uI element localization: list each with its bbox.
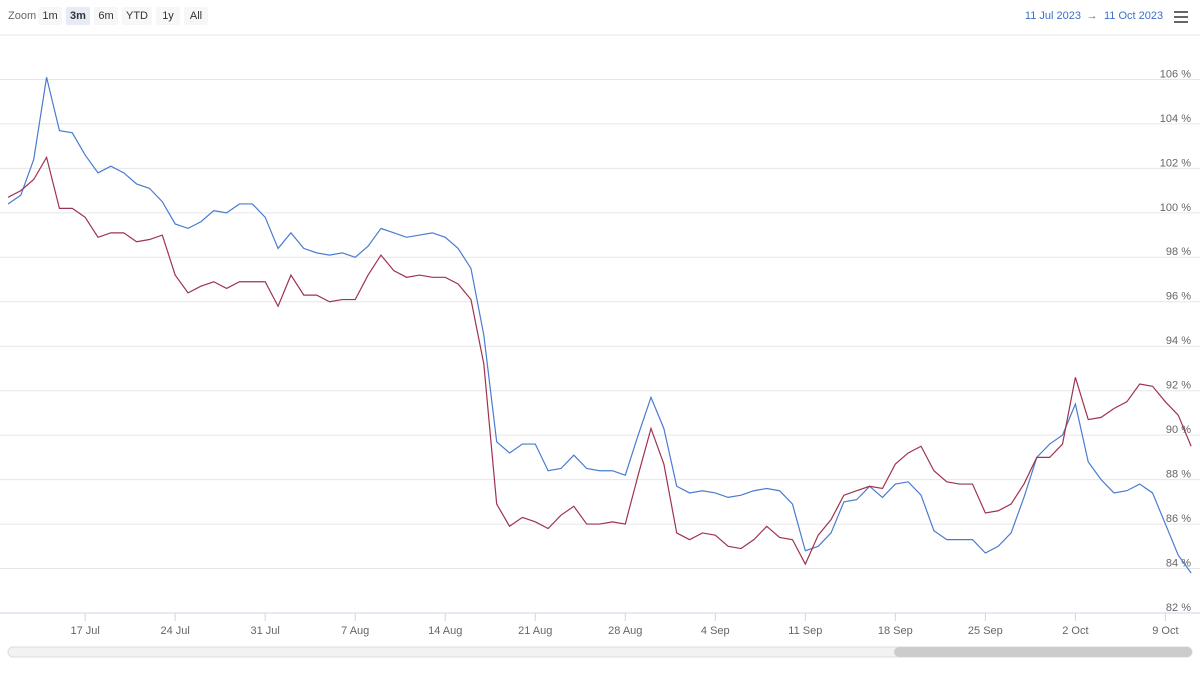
x-tick-label: 7 Aug (341, 625, 369, 637)
y-tick-label: 94 % (1166, 335, 1191, 347)
y-tick-label: 102 % (1160, 157, 1191, 169)
range-button-label[interactable]: 1y (162, 10, 174, 22)
x-tick-label: 2 Oct (1062, 625, 1088, 637)
range-to[interactable]: 11 Oct 2023 (1104, 10, 1163, 22)
menu-bar (1174, 21, 1188, 23)
range-button[interactable] (156, 7, 180, 25)
x-tick-label: 18 Sep (878, 625, 913, 637)
scrollbar-thumb[interactable] (894, 647, 1192, 657)
menu-bar (1174, 16, 1188, 18)
range-arrow: → (1087, 10, 1098, 22)
range-button-label[interactable]: 3m (70, 10, 86, 22)
x-tick-label: 31 Jul (251, 625, 280, 637)
x-tick-label: 11 Sep (788, 625, 822, 637)
y-tick-label: 106 % (1160, 68, 1191, 80)
range-from[interactable]: 11 Jul 2023 (1025, 10, 1081, 22)
range-button[interactable] (94, 7, 118, 25)
y-tick-label: 82 % (1166, 602, 1191, 614)
y-tick-label: 86 % (1166, 513, 1191, 525)
range-button-label[interactable]: 6m (98, 10, 113, 22)
x-tick-label: 28 Aug (608, 625, 642, 637)
series-line (8, 155, 1192, 566)
range-button[interactable] (122, 7, 152, 25)
y-tick-label: 96 % (1166, 291, 1191, 303)
y-tick-label: 100 % (1160, 202, 1191, 214)
y-tick-label: 104 % (1160, 113, 1191, 125)
plot-area (8, 77, 1192, 574)
x-tick-label: 14 Aug (428, 625, 462, 637)
y-tick-label: 84 % (1166, 557, 1191, 569)
x-tick-label: 25 Sep (968, 625, 1003, 637)
series-line (8, 77, 1192, 574)
x-tick-label: 17 Jul (70, 625, 99, 637)
menu-bar (1174, 11, 1188, 13)
zoom-label: Zoom (8, 10, 36, 22)
x-tick-label: 24 Jul (161, 625, 190, 637)
x-tick-label: 9 Oct (1152, 625, 1178, 637)
range-button-label[interactable]: All (190, 10, 202, 22)
range-button[interactable] (38, 7, 62, 25)
range-button[interactable] (66, 7, 90, 25)
y-tick-label: 88 % (1166, 469, 1191, 481)
range-button[interactable] (184, 7, 208, 25)
range-button-label[interactable]: 1m (42, 10, 57, 22)
range-button-label[interactable]: YTD (126, 10, 148, 22)
y-tick-label: 98 % (1166, 246, 1191, 258)
y-tick-label: 92 % (1166, 380, 1191, 392)
x-tick-label: 21 Aug (518, 625, 552, 637)
y-tick-label: 90 % (1166, 424, 1191, 436)
menu-icon[interactable] (1174, 11, 1188, 23)
x-tick-label: 4 Sep (701, 625, 730, 637)
